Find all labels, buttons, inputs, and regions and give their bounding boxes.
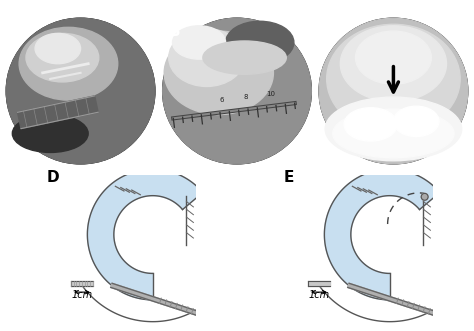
Ellipse shape — [319, 18, 468, 164]
Ellipse shape — [393, 106, 439, 136]
Ellipse shape — [169, 29, 245, 86]
Polygon shape — [308, 281, 330, 286]
Ellipse shape — [163, 18, 311, 164]
Ellipse shape — [333, 109, 454, 158]
Ellipse shape — [12, 115, 88, 153]
Text: 10: 10 — [266, 91, 275, 97]
Ellipse shape — [19, 27, 118, 100]
Text: 8: 8 — [244, 94, 248, 100]
Text: E: E — [284, 170, 294, 185]
Ellipse shape — [163, 18, 311, 164]
Ellipse shape — [344, 108, 397, 141]
Polygon shape — [324, 169, 440, 300]
Ellipse shape — [226, 21, 294, 64]
Ellipse shape — [319, 18, 468, 164]
Circle shape — [421, 193, 428, 200]
Text: 1cm: 1cm — [309, 290, 329, 300]
Text: 1cm: 1cm — [72, 290, 92, 300]
Polygon shape — [87, 169, 203, 300]
Ellipse shape — [325, 97, 462, 161]
Text: D: D — [47, 170, 60, 185]
Ellipse shape — [173, 26, 226, 59]
Ellipse shape — [203, 41, 286, 74]
Ellipse shape — [6, 18, 155, 164]
Ellipse shape — [340, 26, 447, 102]
Polygon shape — [111, 283, 201, 316]
Ellipse shape — [26, 33, 99, 82]
Polygon shape — [71, 281, 93, 286]
Polygon shape — [18, 96, 98, 129]
Ellipse shape — [6, 18, 155, 164]
Text: B: B — [169, 24, 181, 39]
Text: 6: 6 — [219, 97, 224, 103]
Text: A: A — [12, 24, 24, 39]
Ellipse shape — [327, 24, 460, 133]
Ellipse shape — [164, 31, 273, 115]
Ellipse shape — [35, 33, 81, 64]
Ellipse shape — [356, 31, 431, 84]
Polygon shape — [348, 283, 438, 316]
Text: C: C — [325, 24, 336, 39]
